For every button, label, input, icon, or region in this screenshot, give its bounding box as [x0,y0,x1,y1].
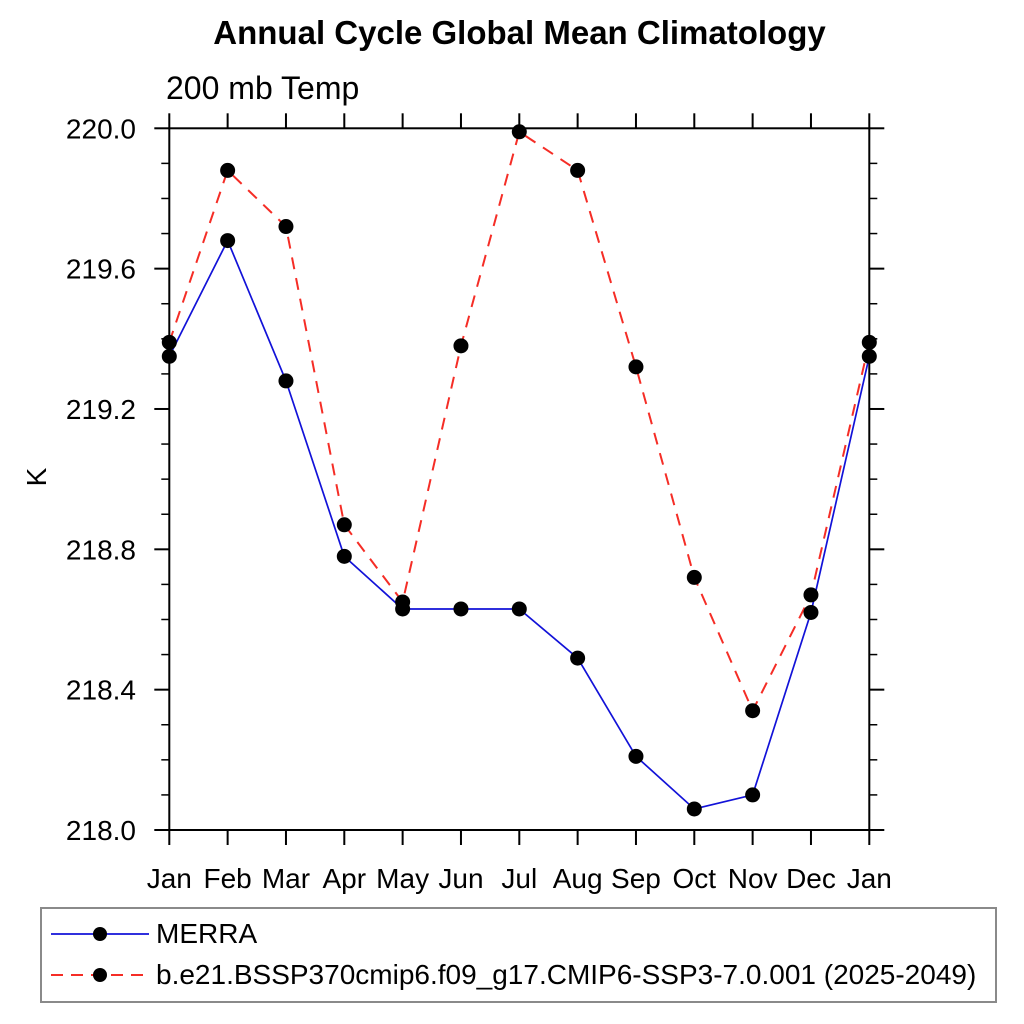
legend-label-model: b.e21.BSSP370cmip6.f09_g17.CMIP6-SSP3-7.… [156,959,977,990]
svg-text:218.0: 218.0 [66,815,136,846]
svg-text:219.6: 219.6 [66,254,136,285]
svg-text:218.8: 218.8 [66,534,136,565]
svg-text:Nov: Nov [728,863,778,894]
svg-text:Jan: Jan [847,863,892,894]
legend-label-merra: MERRA [156,918,258,949]
svg-text:Jun: Jun [438,863,483,894]
svg-text:Jan: Jan [147,863,192,894]
legend-item-model: b.e21.BSSP370cmip6.f09_g17.CMIP6-SSP3-7.… [48,959,977,990]
model-line-marker-icon [51,968,149,982]
chart-title: Annual Cycle Global Mean Climatology [213,14,826,51]
svg-text:Jul: Jul [501,863,537,894]
svg-text:Apr: Apr [323,863,367,894]
svg-text:Oct: Oct [673,863,717,894]
legend-box: MERRA b.e21.BSSP370cmip6.f09_g17.CMIP6-S… [40,907,997,1003]
merra-line-marker-icon [51,927,149,941]
svg-text:219.2: 219.2 [66,394,136,425]
svg-text:Feb: Feb [204,863,252,894]
svg-text:Dec: Dec [786,863,836,894]
svg-text:Sep: Sep [611,863,661,894]
svg-text:220.0: 220.0 [66,113,136,144]
svg-text:Mar: Mar [262,863,310,894]
svg-text:218.4: 218.4 [66,675,136,706]
svg-text:May: May [376,863,429,894]
legend-item-merra: MERRA [48,918,258,949]
svg-text:Aug: Aug [553,863,603,894]
chart-subtitle: 200 mb Temp [166,70,360,106]
